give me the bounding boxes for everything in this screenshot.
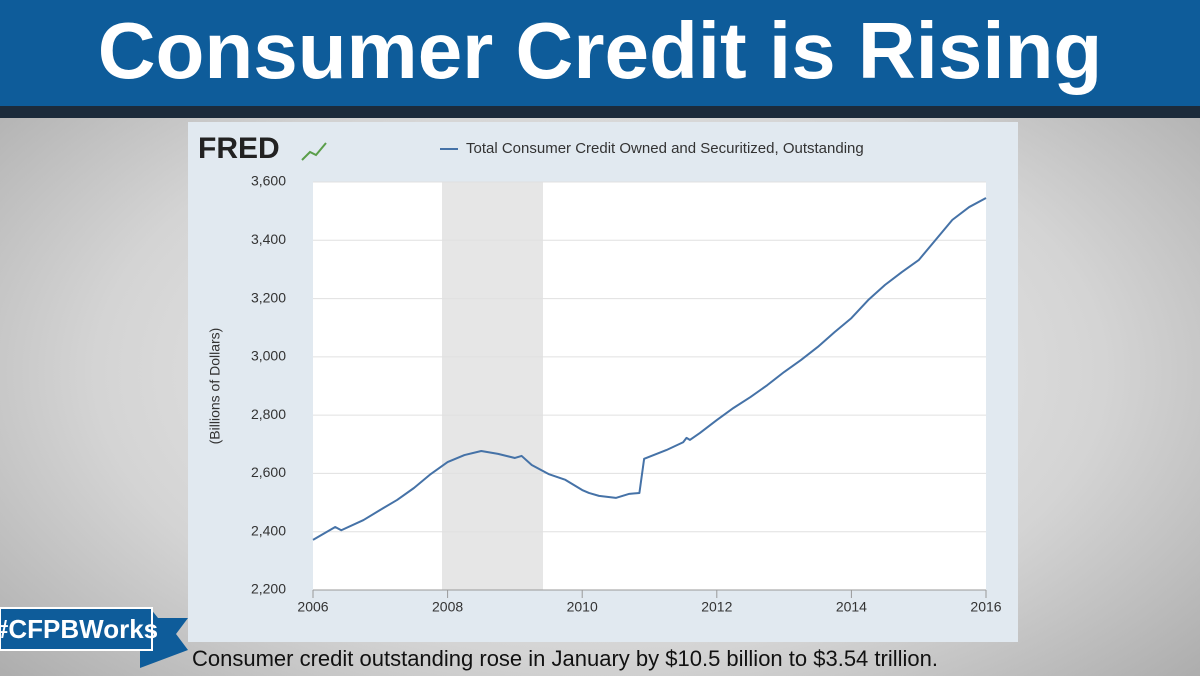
logo-icon [301,142,327,161]
recession-band [442,182,543,590]
title: Consumer Credit is Rising [98,6,1103,95]
plot: 2,200 2,400 2,600 2,800 3,000 3,200 3,400 3,600… [251,173,1002,615]
y-tick-label: 2,400 [251,522,286,538]
y-tick-label: 3,400 [251,231,286,247]
caption: Consumer credit outstanding rose in Janu… [192,646,938,671]
y-axis-label: (Billions of Dollars) [207,328,223,445]
title-banner [0,0,1200,106]
series-line [312,197,987,541]
x-tick-label: 2008 [432,599,463,615]
y-tick-label: 2,200 [251,581,286,597]
x-tick-label: 2006 [297,599,328,615]
y-tick-label: 3,000 [251,348,286,364]
legend-label: Total Consumer Credit Owned and Securiti… [466,140,864,157]
x-tick-label: 2014 [836,599,867,615]
hashtag: #CFPBWorks [0,614,158,644]
plot-area [313,182,986,590]
y-tick-label: 3,600 [251,173,286,189]
logo: FRED [198,132,280,165]
y-tick-label: 2,600 [251,464,286,480]
y-tick-label: 2,800 [251,406,286,422]
x-tick-label: 2012 [701,599,732,615]
x-tick-label: 2016 [970,599,1001,615]
banner-rule [0,106,1200,118]
hashtag-box [0,607,153,651]
x-tick-label: 2010 [567,599,598,615]
y-tick-label: 3,200 [251,289,286,305]
